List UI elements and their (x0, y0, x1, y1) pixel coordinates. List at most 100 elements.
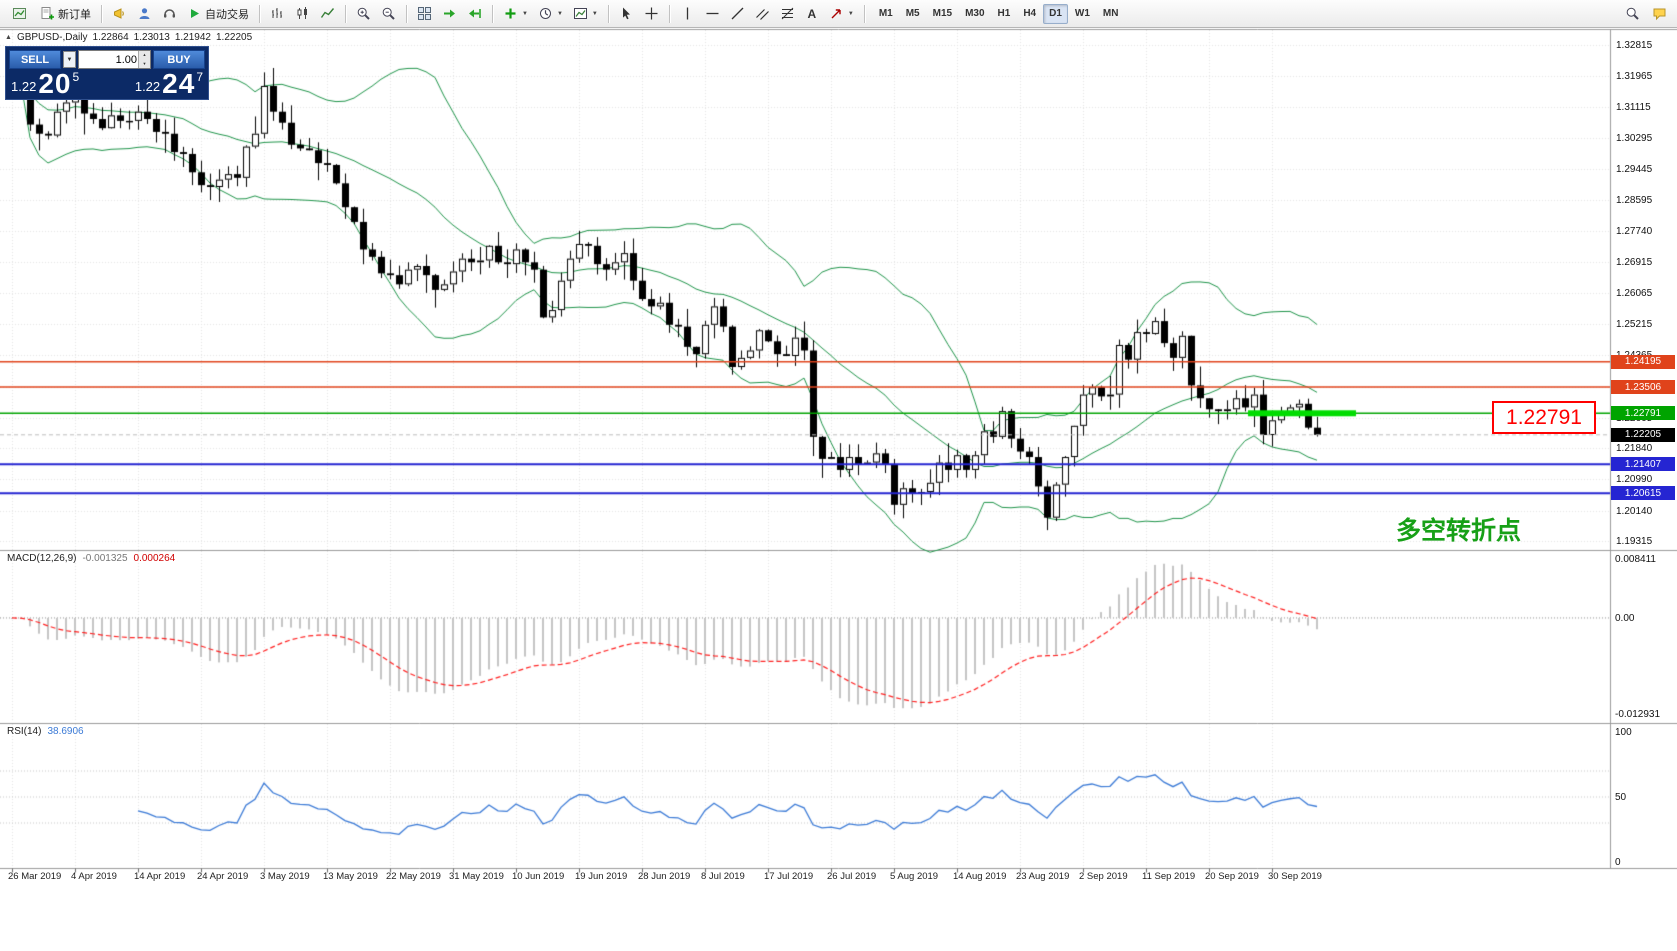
bar-chart-icon (270, 6, 285, 21)
auto-trading-label: 自动交易 (205, 8, 249, 21)
zoom-in-button[interactable] (352, 3, 375, 25)
timeframe-mn[interactable]: MN (1097, 4, 1125, 24)
price-scale-label: 1.29445 (1616, 163, 1653, 175)
price-level-badge: 1.20615 (1611, 486, 1675, 501)
templates-button[interactable]: ▼ (569, 3, 602, 25)
separator (863, 4, 865, 23)
buy-price[interactable]: 1.22 24 7 (134, 68, 203, 99)
timeframe-m30[interactable]: M30 (959, 4, 990, 24)
crosshair-button[interactable] (640, 3, 663, 25)
timeframe-m5[interactable]: M5 (900, 4, 926, 24)
ohlc-low: 1.21942 (174, 32, 211, 43)
cursor-button[interactable] (615, 3, 638, 25)
channel-button[interactable] (751, 3, 774, 25)
price-scale-label: 1.28595 (1616, 195, 1653, 207)
symbol-info-line: ▲ GBPUSD-,Daily 1.22864 1.23013 1.21942 … (5, 32, 252, 43)
tile-windows-button[interactable] (413, 3, 436, 25)
date-label: 26 Jul 2019 (827, 871, 877, 882)
timeframe-d1[interactable]: D1 (1043, 3, 1068, 24)
separator (607, 4, 609, 23)
support-icon (162, 6, 177, 21)
volume-field: ▲ ▼ (78, 50, 151, 69)
rsi-axis-label: 100 (1615, 727, 1632, 738)
community-button[interactable] (1648, 3, 1671, 25)
price-callout-box[interactable]: 1.22791 (1492, 401, 1596, 434)
text-button[interactable]: A (801, 3, 823, 25)
order-type-dropdown[interactable]: ▼ (63, 51, 76, 68)
auto-scroll-button[interactable] (438, 3, 461, 25)
line-chart-button[interactable] (316, 3, 339, 25)
zoom-out-button[interactable] (377, 3, 400, 25)
search-button[interactable] (1621, 3, 1644, 25)
date-label: 3 May 2019 (260, 871, 310, 882)
indicators-icon (503, 6, 518, 21)
dropdown-arrow-icon: ▼ (556, 10, 563, 17)
rsi-axis-label: 50 (1615, 792, 1627, 803)
indicators-button[interactable]: ▼ (499, 3, 532, 25)
new-order-button[interactable]: 新订单 (36, 3, 95, 25)
vertical-line-button[interactable] (676, 3, 699, 25)
buy-button[interactable]: BUY (153, 50, 205, 69)
crosshair-icon (644, 6, 659, 21)
trendline-button[interactable] (726, 3, 749, 25)
separator (668, 4, 670, 23)
trendline-icon (730, 6, 745, 21)
support-button[interactable] (158, 3, 181, 25)
sell-button[interactable]: SELL (9, 50, 61, 69)
price-scale-label: 1.19315 (1616, 536, 1653, 547)
macd-axis-top: 0.008411 (1615, 554, 1656, 565)
candlestick-chart-button[interactable] (291, 3, 314, 25)
profile-button[interactable] (133, 3, 156, 25)
dropdown-arrow-icon: ▼ (591, 10, 598, 17)
horizontal-line-button[interactable] (701, 3, 724, 25)
date-label: 17 Jul 2019 (764, 871, 814, 882)
auto-trading-button[interactable]: 自动交易 (183, 3, 253, 25)
price-scale-label: 1.26065 (1616, 288, 1653, 299)
timeframe-h4[interactable]: H4 (1017, 4, 1042, 24)
volume-down-button[interactable]: ▼ (139, 59, 150, 68)
volume-up-button[interactable]: ▲ (139, 51, 150, 60)
horizontal-line-icon (705, 6, 720, 21)
arrows-icon (829, 6, 844, 21)
sell-price[interactable]: 1.22 20 5 (11, 68, 80, 99)
periods-button[interactable]: ▼ (534, 3, 567, 25)
dropdown-arrow-icon: ▼ (522, 10, 528, 17)
fibonacci-button[interactable] (776, 3, 799, 25)
rsi-value: 38.6906 (47, 726, 84, 737)
timeframe-w1[interactable]: W1 (1069, 4, 1096, 24)
date-label: 2 Sep 2019 (1079, 871, 1128, 882)
vertical-line-icon (680, 6, 695, 21)
volume-spinner: ▲ ▼ (138, 51, 150, 68)
zoom-out-icon (381, 6, 396, 21)
rsi-label-line: RSI(14) 38.6906 (7, 726, 84, 737)
timeframe-h1[interactable]: H1 (992, 4, 1017, 24)
timeframe-m1[interactable]: M1 (873, 4, 899, 24)
right-tools (1621, 3, 1673, 25)
rsi-axis-label: 0 (1615, 857, 1621, 868)
price-level-badge: 1.22791 (1611, 406, 1675, 421)
chart-shift-icon (467, 6, 482, 21)
arrows-button[interactable]: ▼ (825, 3, 858, 25)
bar-chart-button[interactable] (266, 3, 289, 25)
symbol-period-label: GBPUSD-,Daily (16, 32, 88, 43)
separator (101, 4, 102, 23)
date-label: 26 Mar 2019 (8, 871, 62, 882)
trade-panel-toggle[interactable]: ▲ (5, 34, 12, 41)
timeframe-m15[interactable]: M15 (927, 4, 958, 24)
price-scale-label: 1.31965 (1616, 71, 1653, 83)
megaphone-button[interactable] (108, 3, 131, 25)
date-label: 30 Sep 2019 (1268, 871, 1322, 882)
price-level-badge: 1.22205 (1611, 427, 1675, 442)
annotation-text[interactable]: 多空转折点 (1396, 517, 1522, 545)
dropdown-arrow-icon: ▼ (847, 10, 854, 17)
macd-value-signal: 0.000264 (133, 553, 176, 564)
macd-value-main: -0.001325 (82, 553, 128, 564)
separator (259, 4, 260, 23)
search-icon (1625, 6, 1640, 21)
channel-icon (755, 6, 770, 21)
volume-input[interactable] (79, 51, 150, 68)
periods-icon (538, 6, 553, 21)
date-label: 28 Jun 2019 (638, 871, 691, 882)
chart-shift-button[interactable] (463, 3, 486, 25)
